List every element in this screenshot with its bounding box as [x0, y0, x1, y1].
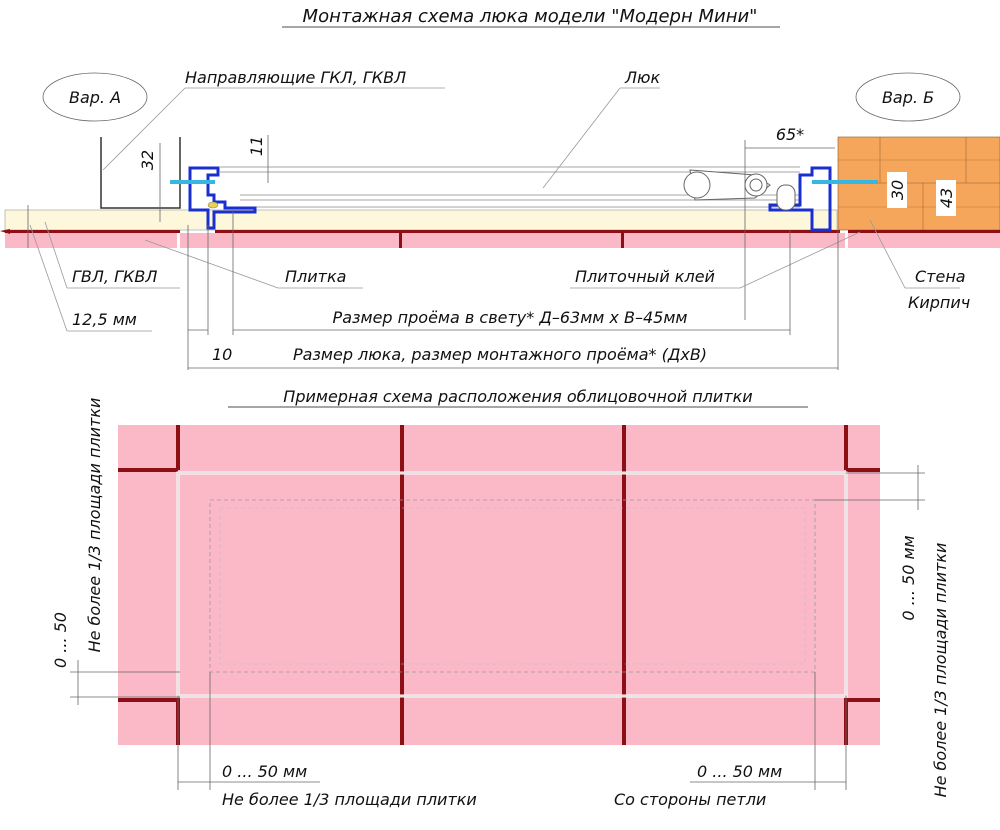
wall-label: Стена [915, 267, 966, 286]
bottom-left-note: Не более 1/3 площади плитки [222, 790, 477, 809]
right-note: Не более 1/3 площади плитки [931, 543, 950, 798]
left-frame-profile [188, 166, 257, 230]
bottom-right-range: 0 ... 50 мм [697, 762, 782, 781]
tile-right [848, 233, 1000, 248]
tile-left [5, 233, 177, 248]
thickness-label: 12,5 мм [72, 310, 137, 329]
dim-10: 10 [212, 345, 232, 364]
brick-label: Кирпич [908, 293, 970, 312]
left-note: Не более 1/3 площади плитки [85, 398, 104, 653]
gvl-label: ГВЛ, ГКВЛ [72, 267, 157, 286]
tile-hatch [180, 233, 845, 248]
bottom-left-range: 0 ... 50 мм [222, 762, 307, 781]
variant-b-label: Вар. Б [882, 88, 934, 107]
adhesive-right [848, 230, 1000, 233]
hinge [683, 169, 796, 211]
tile-layout [118, 425, 880, 745]
clear-opening-label: Размер проёма в свету* Д–63мм х В–45мм [333, 308, 688, 327]
dim-30: 30 [888, 180, 907, 200]
right-frame-profile [768, 166, 832, 232]
layout-title: Примерная схема расположения облицовочно… [283, 387, 752, 406]
guides-label: Направляющие ГКЛ, ГКВЛ [185, 68, 406, 87]
right-range: 0 ... 50 мм [899, 535, 918, 620]
variant-a-ellipse [42, 72, 148, 122]
dim-11: 11 [247, 136, 266, 156]
hatch-size-label: Размер люка, размер монтажного проёма* (… [293, 345, 707, 364]
dim-43: 43 [937, 188, 956, 208]
hatch-label: Люк [624, 68, 661, 87]
bottom-right-note: Со стороны петли [614, 790, 766, 809]
clear-opening-outline [209, 499, 816, 673]
adhesive-main [215, 230, 840, 233]
tile-label: Плитка [285, 267, 346, 286]
dim-32: 32 [138, 150, 157, 170]
variant-b-ellipse [855, 72, 961, 122]
variant-a-label: Вар. А [69, 88, 121, 107]
adhesive-left [5, 230, 180, 233]
guide-profile [100, 137, 181, 209]
left-range: 0 ... 50 [51, 612, 70, 668]
diagram-title: Монтажная схема люка модели "Модерн Мини… [303, 6, 758, 27]
gypsum-board-layer [4, 209, 838, 231]
brick-wall [837, 136, 1000, 231]
dim-65: 65* [776, 125, 804, 144]
adhesive-label: Плиточный клей [575, 267, 715, 286]
